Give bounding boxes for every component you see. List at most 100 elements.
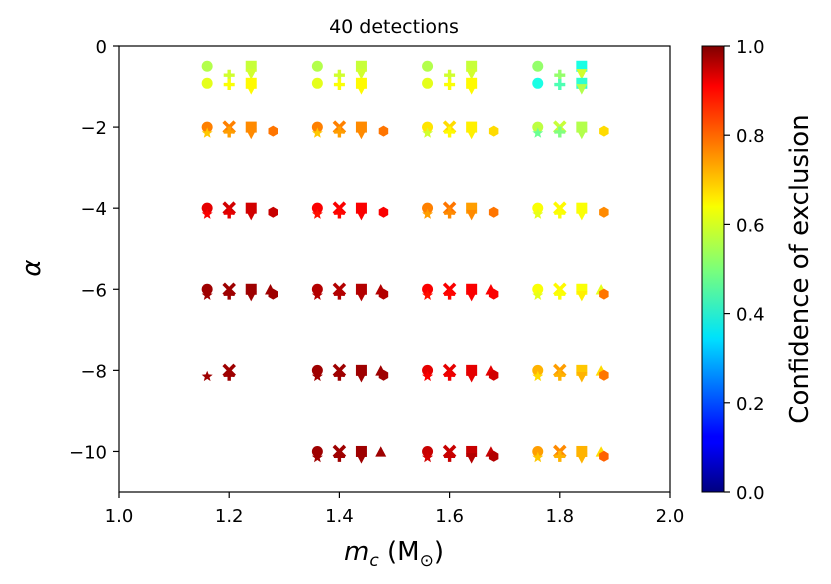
marker-triangle-down	[576, 84, 588, 95]
marker-circle	[532, 202, 544, 214]
x-tick-label: 2.0	[656, 506, 685, 527]
marker-hexagon	[599, 450, 609, 462]
marker-hexagon	[488, 206, 499, 218]
marker-circle	[201, 283, 213, 295]
marker-square	[245, 121, 257, 133]
marker-plus	[444, 79, 456, 91]
marker-triangle-down	[576, 209, 588, 221]
marker-triangle-down	[576, 372, 588, 383]
marker-triangle-down	[355, 290, 367, 302]
marker-hexagon	[268, 288, 278, 300]
marker-star	[311, 208, 323, 219]
marker-triangle-down	[576, 69, 588, 80]
plot-area	[118, 45, 671, 493]
x-tick-label: 1.0	[105, 506, 134, 527]
marker-star	[532, 451, 544, 463]
marker-circle	[532, 283, 544, 295]
x-tick-label: 1.2	[215, 506, 244, 527]
marker-triangle-down	[245, 84, 257, 95]
marker-plus	[223, 288, 235, 300]
colorbar-tick-label: 0.8	[736, 126, 765, 147]
marker-star	[311, 127, 323, 138]
marker-triangle-down	[466, 128, 478, 140]
colorbar-tick-label: 0.6	[736, 215, 765, 236]
marker-circle	[311, 445, 323, 457]
marker-square	[466, 364, 478, 376]
marker-triangle-down	[355, 84, 367, 95]
marker-circle	[201, 77, 213, 89]
marker-star	[532, 127, 544, 138]
marker-triangle-down	[245, 69, 257, 80]
marker-star	[532, 370, 544, 382]
marker-plus	[333, 79, 345, 91]
marker-circle	[422, 445, 434, 457]
marker-triangle-down	[466, 453, 478, 464]
marker-circle	[422, 364, 434, 376]
marker-plus	[223, 369, 235, 381]
marker-plus	[333, 450, 345, 462]
marker-plus	[333, 288, 345, 300]
marker-hexagon	[268, 125, 278, 137]
marker-square	[576, 202, 588, 214]
marker-plus	[444, 450, 456, 462]
marker-square	[355, 77, 367, 89]
marker-plus	[554, 450, 566, 462]
marker-square	[355, 364, 367, 376]
marker-star	[532, 208, 544, 219]
marker-star	[311, 451, 323, 463]
marker-plus	[444, 126, 456, 138]
marker-square	[245, 202, 257, 214]
marker-plus	[554, 207, 566, 219]
marker-plus	[223, 69, 235, 81]
marker-hexagon	[378, 369, 389, 381]
marker-square	[245, 60, 257, 72]
scatter-markers	[201, 60, 609, 464]
marker-star	[422, 451, 434, 463]
marker-star	[311, 370, 323, 382]
y-tick-label: −10	[69, 442, 107, 463]
marker-square	[576, 445, 588, 457]
marker-star	[422, 289, 434, 300]
marker-plus	[223, 207, 235, 219]
marker-triangle-down	[466, 209, 478, 221]
marker-triangle-down	[355, 372, 367, 383]
marker-circle	[532, 364, 544, 376]
marker-circle	[201, 60, 213, 72]
marker-circle	[422, 283, 434, 295]
marker-circle	[311, 283, 323, 295]
marker-triangle-down	[245, 290, 257, 302]
marker-triangle-down	[466, 84, 478, 95]
marker-plus	[444, 207, 456, 219]
marker-triangle-down	[355, 69, 367, 80]
x-axis-ticks: 1.0 1.2 1.4 1.6 1.8 2.0	[105, 492, 685, 527]
marker-hexagon	[378, 125, 389, 137]
marker-plus	[444, 288, 456, 300]
marker-square	[466, 121, 478, 133]
colorbar-tick-label: 0.4	[736, 305, 765, 326]
marker-square	[245, 283, 257, 295]
marker-hexagon	[599, 125, 609, 137]
marker-circle	[532, 60, 544, 72]
marker-plus	[333, 69, 345, 81]
colorbar-ticks: 0.0 0.2 0.4 0.6 0.8 1.0	[724, 37, 765, 504]
marker-plus	[333, 126, 345, 138]
colorbar-label: Confidence of exclusion	[785, 114, 815, 423]
x-axis-label: mc (M⊙)	[344, 537, 444, 571]
marker-circle	[311, 77, 323, 89]
colorbar-tick-label: 1.0	[736, 37, 765, 58]
y-axis-ticks: 0 −2 −4 −6 −8 −10	[69, 37, 119, 463]
marker-plus	[554, 369, 566, 381]
marker-circle	[311, 364, 323, 376]
marker-star	[311, 289, 323, 300]
marker-square	[576, 121, 588, 133]
marker-triangle-down	[355, 128, 367, 140]
marker-plus	[444, 69, 456, 81]
colorbar-tick-label: 0.0	[736, 483, 765, 504]
marker-circle	[532, 77, 544, 89]
y-tick-label: −6	[80, 280, 107, 301]
marker-triangle-down	[576, 453, 588, 464]
marker-plus	[444, 369, 456, 381]
marker-square	[355, 445, 367, 457]
marker-square	[576, 77, 588, 89]
x-tick-label: 1.8	[545, 506, 574, 527]
